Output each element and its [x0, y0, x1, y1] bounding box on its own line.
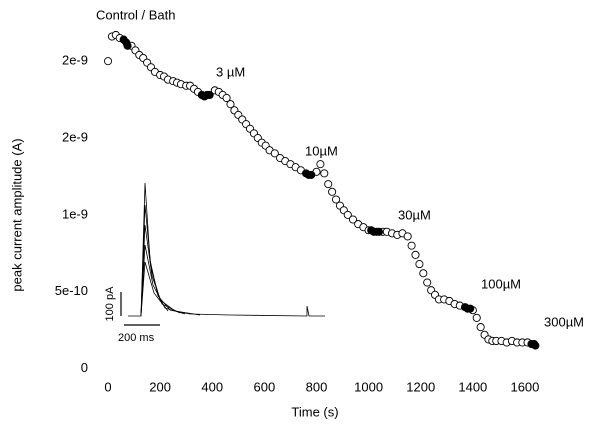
- point: [103, 57, 113, 66]
- point: [226, 100, 235, 109]
- annotation: 3 µM: [216, 64, 245, 79]
- point: [222, 93, 231, 103]
- annotation: 100µM: [481, 276, 521, 291]
- y-tick-label: 0: [81, 360, 88, 375]
- point: [411, 250, 420, 259]
- point: [343, 210, 352, 219]
- inset-trace: [120, 182, 325, 326]
- y-tick-label: 2e-9: [62, 53, 88, 68]
- point: [423, 278, 432, 287]
- point: [316, 160, 325, 169]
- x-tick-label: 600: [254, 379, 276, 394]
- annotation: 100 pA: [104, 286, 116, 322]
- point: [419, 269, 428, 278]
- chart-title: Control / Bath: [96, 7, 176, 22]
- point: [324, 180, 333, 189]
- annotation: 10µM: [305, 143, 338, 158]
- x-tick-label: 800: [306, 379, 328, 394]
- point: [476, 323, 485, 332]
- x-tick-label: 1400: [458, 379, 487, 394]
- annotation: 200 ms: [118, 332, 155, 344]
- point: [415, 260, 424, 269]
- x-tick-label: 1000: [354, 379, 383, 394]
- point: [307, 170, 316, 179]
- point: [331, 195, 341, 204]
- y-axis-label: peak current amplitude (A): [9, 138, 24, 291]
- y-tick-label: 5e-10: [55, 283, 88, 298]
- y-tick-label: 1e-9: [62, 206, 88, 221]
- x-tick-label: 200: [149, 379, 171, 394]
- x-tick-label: 1600: [510, 379, 539, 394]
- x-axis-label: Time (s): [291, 404, 338, 419]
- y-tick-label: 2e-9: [62, 129, 88, 144]
- point: [348, 215, 358, 224]
- annotation: 300µM: [544, 314, 584, 329]
- x-tick-label: 0: [104, 379, 111, 394]
- point: [403, 232, 412, 241]
- annotation: 30µM: [398, 207, 431, 222]
- point: [320, 169, 329, 178]
- point: [328, 187, 337, 196]
- point: [531, 341, 540, 350]
- x-tick-label: 1200: [406, 379, 435, 394]
- point: [374, 227, 384, 236]
- point: [466, 304, 475, 313]
- point: [123, 41, 132, 50]
- point: [205, 90, 214, 99]
- point: [270, 149, 279, 158]
- point: [472, 313, 481, 322]
- x-tick-label: 400: [201, 379, 223, 394]
- point: [407, 241, 416, 250]
